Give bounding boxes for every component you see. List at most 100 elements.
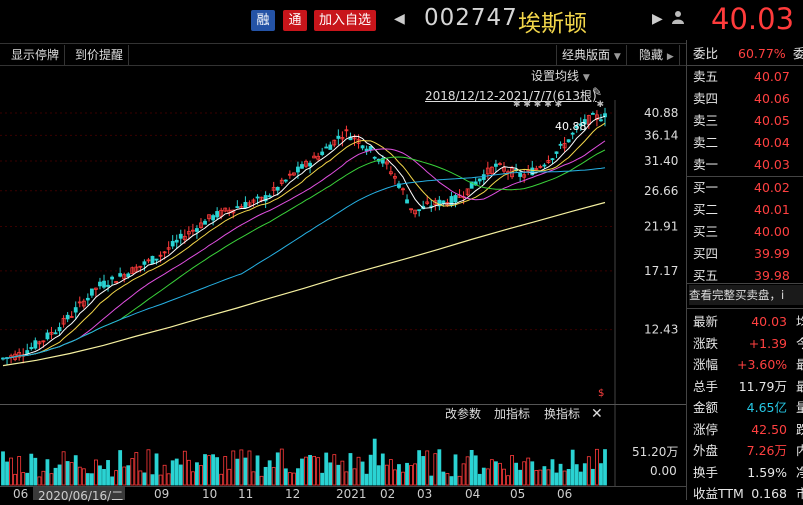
- quote-label-cut: 今: [796, 335, 803, 351]
- candle-body: [312, 155, 317, 159]
- volume-bar: [344, 471, 349, 486]
- candle-body: [98, 281, 102, 287]
- candlesticks: [1, 107, 607, 365]
- volume-bar: [328, 462, 333, 486]
- edit-params-button[interactable]: 改参数: [445, 407, 482, 421]
- volume-bar: [9, 457, 13, 486]
- person-icon[interactable]: [672, 10, 684, 28]
- top-bar: [0, 0, 803, 40]
- candle-body: [271, 187, 276, 191]
- price-alert-button[interactable]: 到价提醒: [70, 45, 130, 65]
- volume-bar: [199, 465, 203, 486]
- hide-button[interactable]: 隐藏 ▶: [634, 45, 680, 65]
- classic-layout-button[interactable]: 经典版面 ▼: [556, 45, 627, 65]
- bid-price: 40.02: [754, 180, 790, 195]
- quote-label: 涨幅: [693, 357, 719, 372]
- candle-body: [17, 352, 22, 358]
- toolbar-divider-bottom: [0, 65, 686, 66]
- close-indicator-icon[interactable]: ✕: [591, 406, 603, 422]
- volume-bar: [457, 475, 462, 486]
- candle-body: [304, 160, 308, 167]
- volume-bar: [530, 461, 535, 486]
- candle-body: [542, 164, 547, 167]
- volume-chart[interactable]: [0, 405, 686, 487]
- volume-bar: [49, 473, 54, 486]
- volume-bar: [138, 470, 143, 486]
- candle-body: [498, 163, 502, 166]
- candle-body: [166, 247, 171, 250]
- price-tick-label: 17.17: [644, 264, 678, 278]
- candle-body: [599, 119, 603, 122]
- volume-bar: [271, 467, 276, 486]
- x-axis-line: [0, 486, 686, 487]
- ask-label: 卖四: [693, 91, 719, 106]
- chevron-right-icon: ▶: [666, 52, 674, 62]
- quote-label-cut: 跌: [796, 421, 803, 437]
- stock-name: 埃斯顿: [518, 11, 587, 37]
- candle-body: [397, 183, 401, 188]
- quote-label-cut: 内: [796, 443, 803, 458]
- add-indicator-button[interactable]: 加指标: [494, 407, 531, 421]
- quote-value: 11.79万: [738, 378, 787, 394]
- add-watchlist-button[interactable]: 加入自选: [314, 10, 377, 31]
- volume-bar: [211, 454, 215, 486]
- x-tick-label: 03: [417, 487, 433, 501]
- price-grid: [0, 112, 615, 331]
- volume-bar: [469, 449, 474, 486]
- set-ma-button[interactable]: 设置均线 ▼: [531, 67, 590, 84]
- volume-bar: [417, 450, 422, 486]
- volume-bar: [376, 465, 381, 486]
- show-suspended-button[interactable]: 显示停牌: [6, 45, 66, 65]
- volume-bar: [461, 463, 466, 486]
- switch-indicator-button[interactable]: 换指标: [544, 407, 581, 421]
- prev-stock-icon[interactable]: ◀: [394, 11, 405, 27]
- candle-body: [437, 199, 442, 207]
- view-full-orderbook-link[interactable]: 查看完整买卖盘，i: [689, 285, 803, 305]
- candle-body: [114, 281, 119, 284]
- volume-bar: [590, 468, 595, 486]
- candle-body: [388, 171, 393, 175]
- volume-bar: [514, 462, 519, 486]
- quote-value: +1.39: [748, 335, 787, 351]
- quote-label-cut: 市: [796, 486, 803, 501]
- quote-label: 涨停: [693, 421, 719, 437]
- candle-body: [49, 331, 54, 335]
- quote-value: 42.50: [751, 421, 787, 437]
- candle-body: [324, 146, 329, 149]
- candle-body: [340, 137, 345, 140]
- candle-body: [522, 174, 527, 178]
- volume-bar: [360, 461, 365, 486]
- candle-body: [126, 273, 131, 277]
- bid-label: 买一: [693, 180, 719, 195]
- ma60-line: [2, 167, 606, 360]
- volume-bar: [595, 448, 599, 486]
- volume-bar: [336, 464, 341, 486]
- candle-body: [384, 161, 389, 165]
- candle-body: [534, 168, 539, 170]
- quote-label: 最新: [693, 314, 719, 329]
- pin-icon[interactable]: ✎: [592, 85, 603, 99]
- candle-body: [554, 151, 559, 154]
- price-tick-label: 21.91: [644, 219, 678, 233]
- volume-bar: [332, 454, 337, 486]
- candle-body: [61, 317, 66, 325]
- volume-bar: [94, 459, 98, 486]
- volume-bar: [203, 454, 207, 486]
- candle-body: [162, 251, 167, 254]
- date-range-link[interactable]: 2018/12/12-2021/7/7(613根): [425, 89, 597, 103]
- volume-bar: [356, 456, 361, 486]
- candle-body: [570, 132, 575, 135]
- next-stock-icon[interactable]: ▶: [652, 11, 663, 27]
- volume-bar: [578, 471, 583, 486]
- ask-label: 卖五: [693, 69, 719, 84]
- volume-bar: [223, 456, 228, 486]
- volume-bar: [154, 453, 159, 486]
- candle-body: [336, 135, 341, 139]
- volume-bar: [534, 470, 539, 486]
- candle-body: [372, 156, 377, 159]
- volume-bar: [506, 475, 510, 486]
- ask-price: 40.04: [754, 135, 790, 150]
- quote-label-cut: 均: [796, 314, 803, 329]
- quote-label: 总手: [693, 378, 719, 394]
